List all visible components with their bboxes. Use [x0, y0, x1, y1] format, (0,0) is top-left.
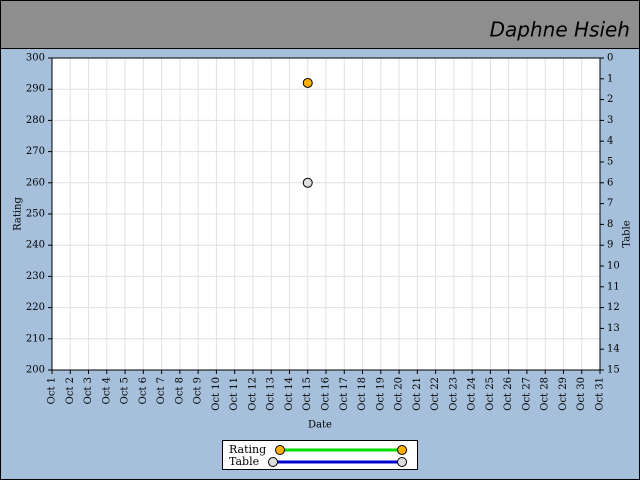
x-tick-label: Oct 17 [339, 377, 350, 411]
x-tick-label: Oct 4 [101, 377, 112, 404]
x-tick-label: Oct 19 [375, 377, 386, 411]
legend-marker [397, 445, 407, 455]
x-tick-label: Oct 15 [302, 377, 313, 411]
y2-tick-label: 8 [607, 219, 613, 230]
x-tick-label: Oct 31 [595, 377, 606, 411]
legend-marker [275, 445, 285, 455]
user-name: Daphne Hsieh [490, 18, 630, 42]
legend-label: Table [229, 455, 259, 468]
y-tick-label: 200 [26, 365, 45, 376]
point [302, 77, 313, 88]
y-tick-label: 230 [26, 271, 45, 282]
legend-label: Rating [229, 443, 266, 456]
x-tick-label: Oct 30 [576, 377, 587, 411]
header-bar [0, 0, 640, 49]
y2-tick-label: 5 [607, 157, 613, 168]
x-axis-label: Date [308, 420, 332, 431]
x-tick-label: Oct 26 [503, 377, 514, 411]
x-tick-label: Oct 22 [430, 377, 441, 411]
x-tick-label: Oct 23 [448, 377, 459, 411]
x-tick-label: Oct 28 [540, 377, 551, 411]
y2-tick-label: 1 [607, 73, 613, 84]
y2-tick-label: 2 [607, 94, 613, 105]
y-tick-label: 220 [26, 302, 45, 313]
x-tick-label: Oct 11 [229, 377, 240, 411]
y-tick-label: 280 [26, 115, 45, 126]
x-tick-label: Oct 24 [467, 377, 478, 411]
x-tick-label: Oct 16 [321, 377, 332, 411]
legend-box [222, 440, 418, 470]
y2-tick-label: 12 [607, 302, 620, 313]
x-tick-label: Oct 20 [394, 377, 405, 411]
legend-marker [397, 457, 407, 467]
x-tick-label: Oct 7 [156, 377, 167, 404]
x-tick-label: Oct 18 [357, 377, 368, 411]
point [302, 177, 313, 188]
x-tick-label: Oct 14 [284, 377, 295, 411]
x-tick-label: Oct 13 [266, 377, 277, 411]
y2-tick-label: 9 [607, 240, 613, 251]
y-tick-label: 260 [26, 177, 45, 188]
y-axis-label: Rating [13, 197, 24, 231]
x-tick-label: Oct 9 [193, 377, 204, 404]
x-tick-label: Oct 3 [83, 377, 94, 404]
y2-tick-label: 7 [607, 198, 613, 209]
y2-tick-label: 6 [607, 177, 613, 188]
y2-tick-label: 3 [607, 115, 613, 126]
y-tick-label: 290 [26, 84, 45, 95]
y2-tick-label: 15 [607, 365, 620, 376]
x-tick-label: Oct 10 [211, 377, 222, 411]
y2-tick-label: 4 [607, 136, 613, 147]
marks [302, 77, 313, 188]
x-tick-label: Oct 21 [412, 377, 423, 411]
y-tick-label: 250 [26, 209, 45, 220]
x-tick-label: Oct 27 [521, 377, 532, 411]
y-tick-label: 270 [26, 146, 45, 157]
legend-marker [268, 457, 278, 467]
y2-tick-label: 14 [607, 344, 620, 355]
x-tick-label: Oct 5 [120, 377, 131, 404]
x-tick-label: Oct 29 [558, 377, 569, 411]
y2-axis-label: Table [622, 220, 633, 247]
x-tick-label: Oct 1 [47, 377, 58, 404]
y2-tick-label: 11 [607, 281, 620, 292]
y2-tick-label: 10 [607, 261, 620, 272]
plot-border [51, 57, 601, 371]
y-tick-label: 240 [26, 240, 45, 251]
x-tick-label: Oct 2 [65, 377, 76, 404]
x-tick-label: Oct 6 [138, 377, 149, 404]
y2-tick-label: 0 [607, 53, 613, 64]
x-tick-label: Oct 12 [247, 377, 258, 411]
x-tick-label: Oct 25 [485, 377, 496, 411]
x-tick-label: Oct 8 [174, 377, 185, 404]
y-tick-label: 210 [26, 333, 45, 344]
y2-tick-label: 13 [607, 323, 620, 334]
y-tick-label: 300 [26, 53, 45, 64]
